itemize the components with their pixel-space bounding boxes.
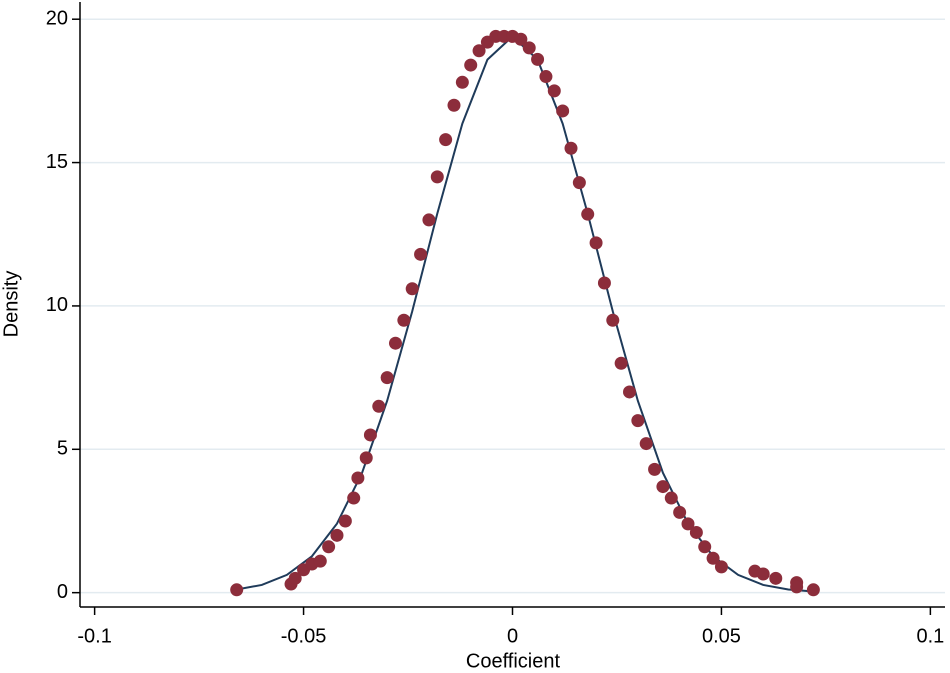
point <box>556 104 570 118</box>
point <box>547 84 561 98</box>
point <box>414 247 428 261</box>
point <box>372 399 386 413</box>
point <box>656 480 670 494</box>
point <box>464 58 478 72</box>
x-tick-label: 0 <box>507 625 518 647</box>
point <box>769 571 783 585</box>
x-tick-label: -0.1 <box>77 625 111 647</box>
y-tick-label: 15 <box>46 151 68 173</box>
point <box>338 514 352 528</box>
point <box>606 313 620 327</box>
x-tick-label: 0.1 <box>916 625 944 647</box>
point <box>347 491 361 505</box>
point <box>581 207 595 221</box>
point <box>631 414 645 428</box>
point <box>614 356 628 370</box>
point <box>514 32 528 46</box>
point <box>806 583 820 597</box>
point <box>230 583 244 597</box>
x-tick-label: -0.05 <box>281 625 327 647</box>
point <box>313 554 327 568</box>
point <box>689 525 703 539</box>
y-tick-label: 20 <box>46 7 68 29</box>
point <box>359 451 373 465</box>
point <box>447 98 461 112</box>
point <box>539 70 553 84</box>
point <box>564 141 578 155</box>
point <box>380 371 394 385</box>
point <box>572 176 586 190</box>
point <box>288 571 302 585</box>
point <box>623 385 637 399</box>
point <box>351 471 365 485</box>
point <box>639 437 653 451</box>
y-tick-label: 0 <box>57 581 68 603</box>
point <box>673 505 687 519</box>
point <box>597 276 611 290</box>
point <box>422 213 436 227</box>
x-tick-label: 0.05 <box>702 625 741 647</box>
point <box>698 540 712 554</box>
point <box>455 75 469 89</box>
point <box>664 491 678 505</box>
point <box>531 52 545 66</box>
point <box>439 133 453 147</box>
point <box>756 567 770 581</box>
point <box>714 560 728 574</box>
point <box>681 517 695 531</box>
point <box>706 551 720 565</box>
point <box>522 41 536 55</box>
point <box>790 580 804 594</box>
x-axis-title: Coefficient <box>466 650 561 672</box>
point <box>322 540 336 554</box>
y-axis-title: Density <box>0 271 22 338</box>
point <box>589 236 603 250</box>
point <box>430 170 444 184</box>
point <box>363 428 377 442</box>
point <box>405 282 419 296</box>
point <box>388 336 402 350</box>
y-tick-label: 10 <box>46 294 68 316</box>
density-curve <box>236 35 814 593</box>
point <box>472 44 486 58</box>
y-tick-label: 5 <box>57 438 68 460</box>
point <box>648 462 662 476</box>
point <box>397 313 411 327</box>
point <box>330 528 344 542</box>
